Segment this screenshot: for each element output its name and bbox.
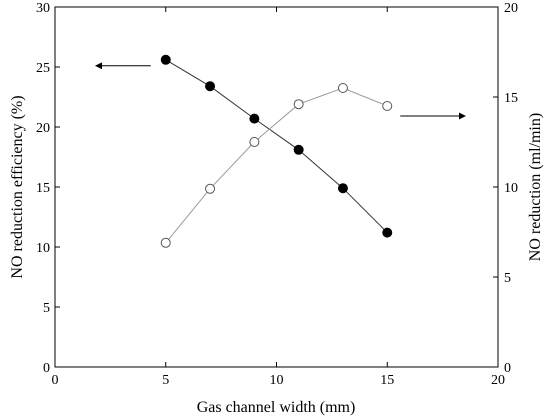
reduction-series-line: [165, 87, 388, 244]
efficiency-data-point: [337, 183, 348, 194]
right-y-axis-title: NO reduction (ml/min): [527, 113, 544, 261]
x-tick-label: 5: [162, 373, 169, 388]
efficiency-data-point: [249, 113, 260, 124]
left-y-axis-title: NO reduction efficiency (%): [9, 95, 26, 278]
right-y-tick-label: 0: [504, 361, 511, 376]
reduction-data-point: [293, 99, 304, 110]
left-y-tick-label: 0: [43, 361, 50, 376]
annotation-layer: [95, 62, 466, 120]
left-y-tick-label: 25: [36, 61, 50, 76]
reduction-data-point: [337, 83, 348, 93]
x-axis-title: Gas channel width (mm): [197, 399, 356, 416]
series-layer: [160, 54, 393, 248]
efficiency-series-line: [165, 59, 388, 233]
right-y-axis-ticks: 0 5 10 15 20: [493, 1, 518, 376]
right-y-tick-label: 20: [504, 1, 518, 16]
right-y-tick-label: 15: [504, 91, 518, 106]
reduction-data-point: [205, 183, 216, 194]
x-axis-ticks: 0 5 10 15 20: [52, 7, 505, 388]
x-tick-label: 15: [380, 373, 394, 388]
efficiency-data-point: [382, 227, 393, 238]
reduction-data-point: [382, 101, 393, 111]
right-y-tick-label: 5: [504, 271, 511, 286]
x-tick-label: 20: [491, 373, 505, 388]
left-y-tick-label: 10: [36, 241, 50, 256]
x-tick-label: 10: [270, 373, 284, 388]
efficiency-data-point: [293, 144, 304, 155]
plot-frame: [54, 6, 499, 368]
left-y-tick-label: 30: [36, 1, 50, 16]
left-y-tick-label: 5: [43, 301, 50, 316]
reduction-data-point: [160, 237, 171, 248]
efficiency-data-point: [160, 54, 171, 65]
x-tick-label: 0: [52, 373, 59, 388]
left-y-tick-label: 15: [36, 181, 50, 196]
left-y-axis-ticks: 0 5 10 15 20 25 30: [36, 1, 60, 376]
reduction-data-point: [249, 137, 260, 147]
left-y-tick-label: 20: [36, 121, 50, 136]
efficiency-data-point: [205, 81, 216, 92]
right-y-tick-label: 10: [504, 181, 518, 196]
